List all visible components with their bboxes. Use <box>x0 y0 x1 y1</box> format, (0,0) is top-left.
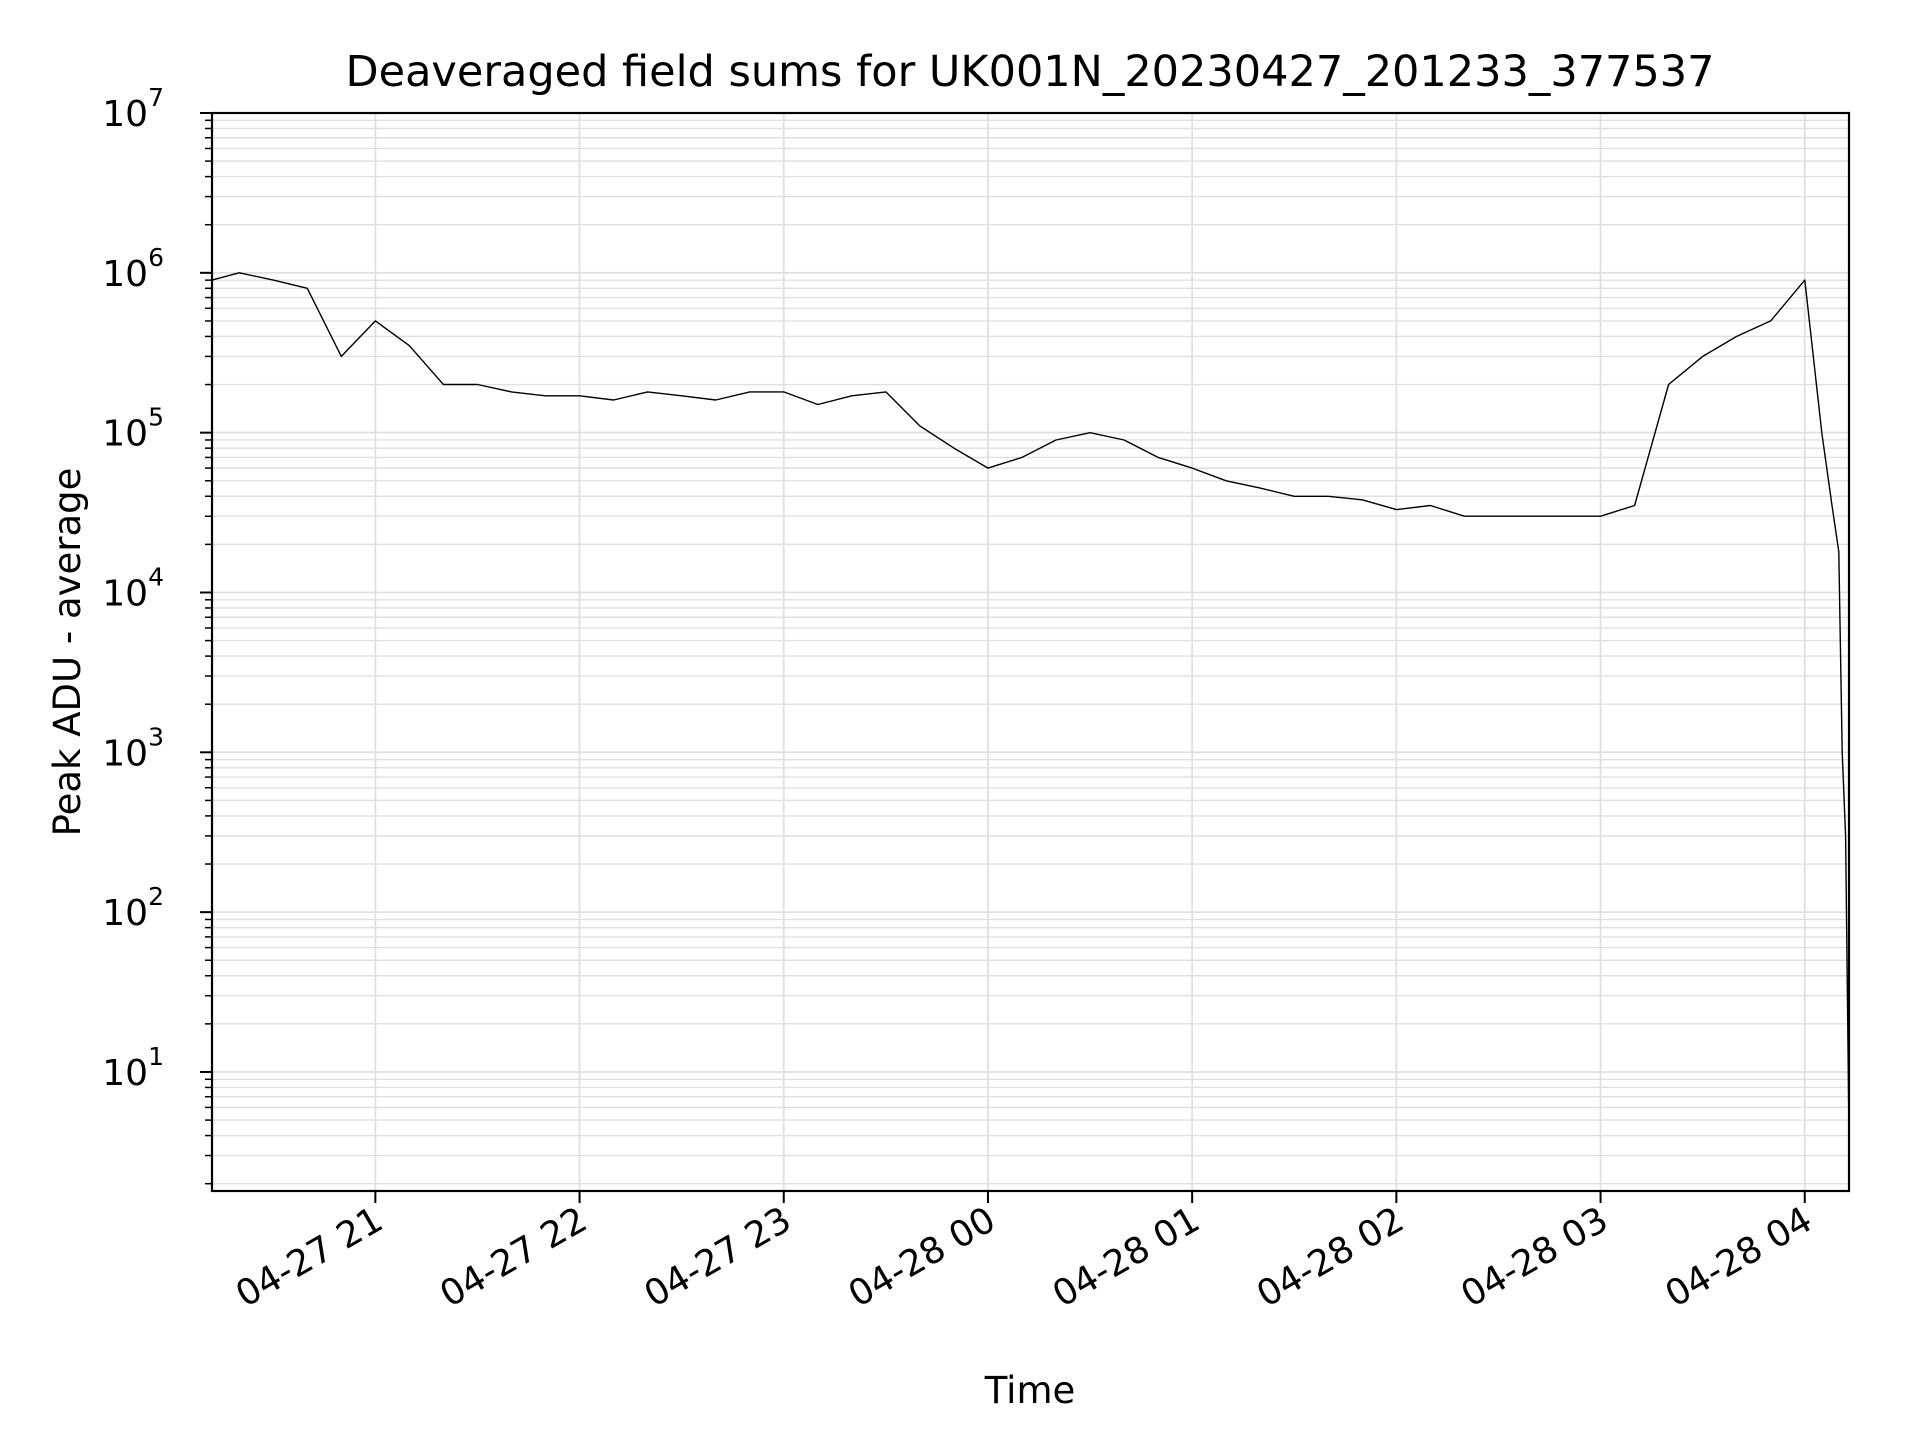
y-tick-exponent: 3 <box>148 722 164 751</box>
chart-title: Deaveraged field sums for UK001N_2023042… <box>346 47 1715 97</box>
y-tick-label: 107 <box>102 83 164 135</box>
x-tick-label: 04-28 00 <box>842 1199 1003 1315</box>
series-line <box>211 272 1850 1136</box>
y-tick-exponent: 6 <box>148 243 164 272</box>
y-tick-exponent: 4 <box>148 562 164 591</box>
y-tick-label: 105 <box>102 403 164 455</box>
y-tick-label: 104 <box>102 562 164 614</box>
x-tick-label: 04-27 22 <box>433 1199 594 1315</box>
x-axis: 04-27 21 04-27 22 04-27 23 04-28 00 04-28 01… <box>229 1191 1819 1316</box>
y-tick-label: 102 <box>102 882 164 934</box>
x-tick-label: 04-28 03 <box>1454 1199 1615 1315</box>
y-tick-exponent: 1 <box>148 1042 164 1071</box>
x-tick-label: 04-28 02 <box>1250 1199 1411 1315</box>
x-tick-label: 04-28 01 <box>1046 1199 1207 1315</box>
plot-area-frame <box>210 111 1851 1193</box>
y-tick-label: 103 <box>102 722 164 774</box>
y-axis: 101 102 103 104 105 106 107 <box>102 83 212 1185</box>
x-tick-label: 04-27 23 <box>638 1199 799 1315</box>
y-tick-exponent: 5 <box>148 403 164 432</box>
y-tick-label: 106 <box>102 243 164 295</box>
y-tick-exponent: 7 <box>148 83 164 112</box>
y-axis-label: Peak ADU - average <box>46 468 89 837</box>
x-axis-label: Time <box>984 1369 1076 1412</box>
grid-lines <box>212 112 1849 1191</box>
y-tick-label: 101 <box>102 1042 164 1094</box>
x-tick-label: 04-27 21 <box>229 1199 390 1315</box>
y-tick-exponent: 2 <box>148 882 164 911</box>
x-tick-label: 04-28 04 <box>1659 1199 1820 1315</box>
